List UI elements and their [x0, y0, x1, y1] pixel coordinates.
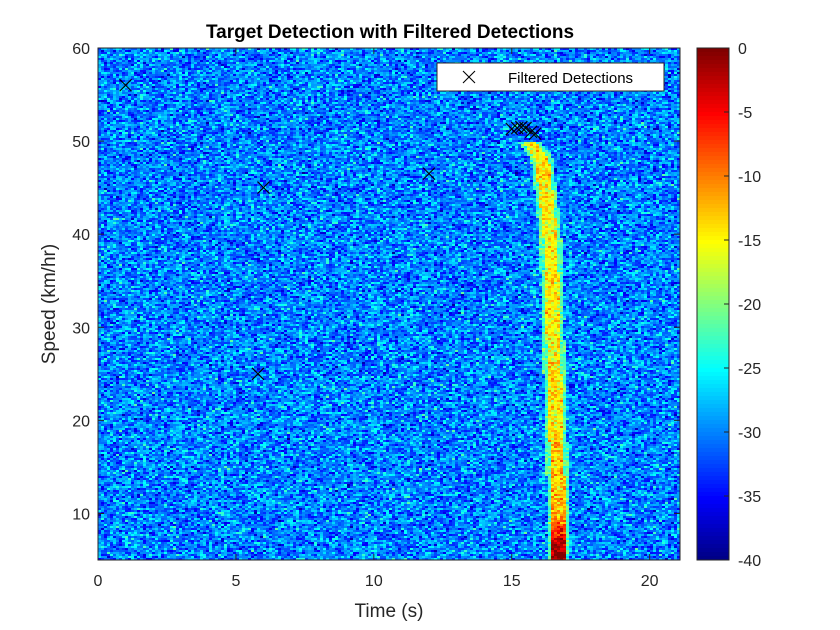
y-tick-label: 60: [72, 41, 90, 58]
colorbar-tick-label: -5: [738, 105, 752, 122]
x-tick-label: 10: [365, 573, 383, 590]
colorbar-tick-label: 0: [738, 41, 747, 58]
heatmap: [98, 48, 680, 560]
y-tick-label: 50: [72, 134, 90, 151]
y-tick-label: 30: [72, 320, 90, 337]
colorbar-tick-label: -15: [738, 233, 761, 250]
colorbar-tick-label: -40: [738, 553, 761, 570]
colorbar-tick-label: -25: [738, 361, 761, 378]
y-axis-label: Speed (km/hr): [39, 244, 60, 364]
legend: Filtered Detections: [437, 63, 664, 91]
x-axis-label: Time (s): [355, 601, 424, 622]
colorbar-tick-label: -10: [738, 169, 761, 186]
colorbar: 0 -5 -10 -15 -20 -25 -30 -35 -40: [697, 41, 761, 570]
colorbar-tick-label: -20: [738, 297, 761, 314]
legend-label-filtered-detections: Filtered Detections: [508, 70, 633, 87]
x-tick-label: 15: [503, 573, 521, 590]
colorbar-tick-label: -30: [738, 425, 761, 442]
x-tick-label: 5: [231, 573, 240, 590]
x-tick-label: 0: [94, 573, 103, 590]
y-tick-label: 10: [72, 506, 90, 523]
plot-area: [98, 48, 680, 560]
y-tick-label: 40: [72, 227, 90, 244]
x-tick-label: 20: [641, 573, 659, 590]
colorbar-tick-label: -35: [738, 489, 761, 506]
y-tick-label: 20: [72, 413, 90, 430]
chart-title: Target Detection with Filtered Detection…: [206, 22, 574, 43]
